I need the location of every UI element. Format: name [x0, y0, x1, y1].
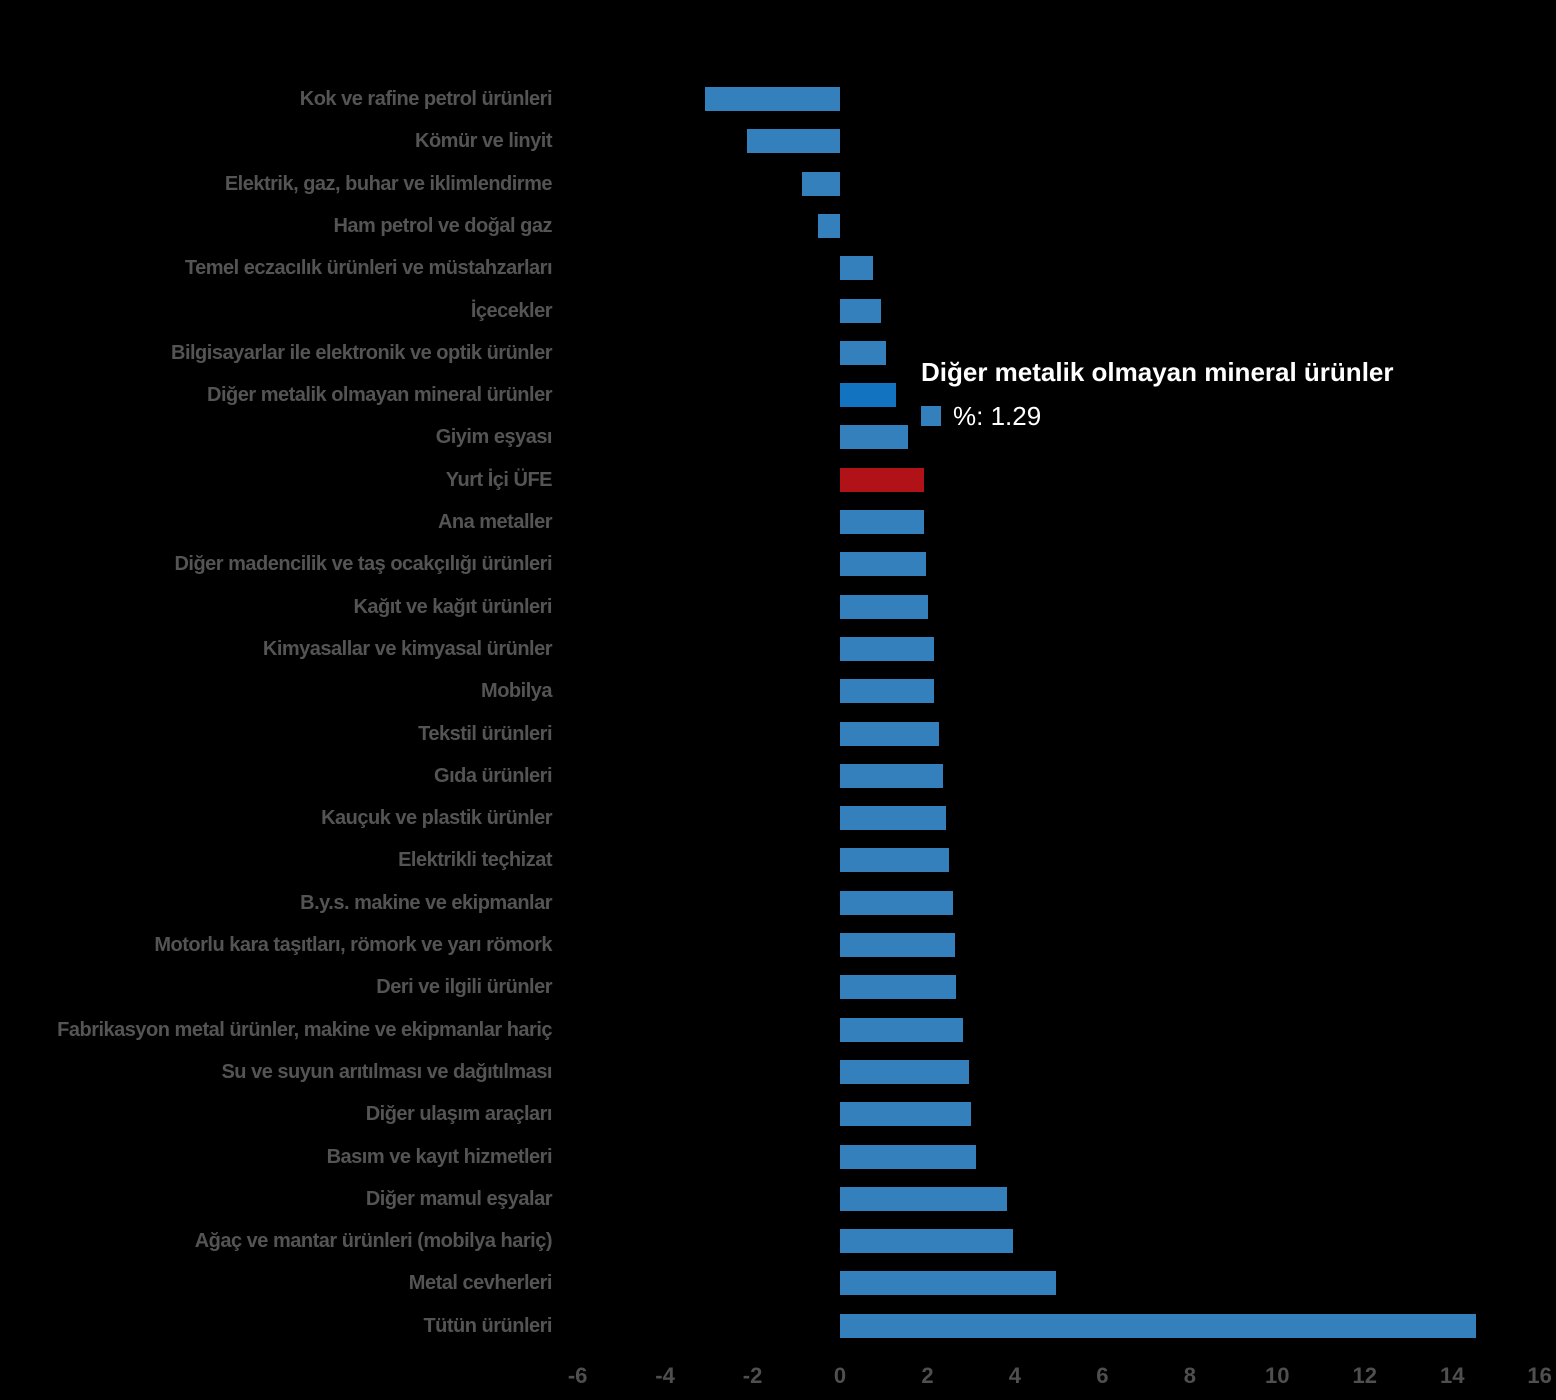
category-label: Deri ve ilgili ürünler — [376, 976, 552, 999]
bar[interactable] — [840, 890, 953, 915]
category-label: Kauçuk ve plastik ürünler — [321, 807, 552, 830]
bar[interactable] — [840, 975, 957, 1000]
category-label: Su ve suyun arıtılması ve dağıtılması — [221, 1060, 552, 1083]
category-label: Bilgisayarlar ile elektronik ve optik ür… — [171, 341, 553, 364]
category-label: Kimyasallar ve kimyasal ürünler — [262, 637, 553, 660]
bar[interactable] — [840, 1059, 970, 1084]
category-label: Temel eczacılık ürünleri ve müstahzarlar… — [184, 257, 553, 280]
category-label: Ana metaller — [437, 511, 553, 533]
series-swatch-icon — [921, 406, 941, 426]
bar[interactable] — [840, 933, 956, 957]
category-label: Kağıt ve kağıt ürünleri — [353, 595, 552, 618]
bar[interactable] — [705, 87, 840, 111]
category-label: Ağaç ve mantar ürünleri (mobilya hariç) — [194, 1230, 553, 1253]
category-label: Gıda ürünleri — [434, 764, 552, 787]
category-label: Elektrik, gaz, buhar ve iklimlendirme — [224, 172, 553, 195]
bar[interactable] — [840, 425, 908, 450]
bar[interactable] — [840, 763, 943, 788]
bar[interactable] — [840, 1271, 1057, 1296]
category-label: Tütün ürünleri — [423, 1314, 552, 1337]
bar[interactable] — [840, 1017, 964, 1042]
category-label: Diğer metalik olmayan mineral ürünler — [207, 384, 552, 407]
category-label: Metal cevherleri — [408, 1272, 553, 1295]
bar[interactable] — [840, 1102, 972, 1127]
x-tick-label: -4 — [655, 1363, 675, 1388]
bar[interactable] — [840, 298, 882, 323]
x-tick-label: 6 — [1096, 1363, 1109, 1388]
x-tick-label: 16 — [1527, 1363, 1552, 1388]
bar[interactable] — [840, 806, 946, 831]
tooltip-title: Diğer metalik olmayan mineral ürünler — [921, 357, 1394, 387]
bar[interactable] — [840, 1313, 1476, 1338]
x-tick-label: 4 — [1008, 1363, 1022, 1388]
tooltip-value: %: 1.29 — [953, 401, 1042, 431]
x-tick-label: 10 — [1265, 1363, 1290, 1388]
category-label: Kömür ve linyit — [415, 130, 552, 153]
bar[interactable] — [840, 340, 886, 365]
category-label: Motorlu kara taşıtları, römork ve yarı r… — [154, 934, 552, 956]
bar[interactable] — [840, 636, 934, 661]
category-label: Diğer ulaşım araçları — [365, 1103, 553, 1126]
tooltip-value-row: %: 1.29 — [921, 403, 1394, 429]
bar[interactable] — [840, 1186, 1008, 1211]
x-tick-label: -6 — [567, 1363, 588, 1388]
category-label: Diğer mamul eşyalar — [365, 1187, 553, 1210]
bar[interactable] — [840, 679, 935, 704]
bar[interactable] — [801, 171, 840, 196]
category-label: Basım ve kayıt hizmetleri — [326, 1145, 553, 1168]
bar[interactable] — [840, 467, 924, 492]
bar[interactable] — [840, 552, 926, 577]
bar[interactable] — [840, 510, 925, 534]
bar[interactable] — [840, 1144, 976, 1169]
category-label: Yurt İçi ÜFE — [445, 468, 553, 491]
x-tick-label: 14 — [1439, 1363, 1465, 1388]
bar[interactable] — [746, 129, 840, 154]
x-tick-label: 0 — [833, 1363, 847, 1388]
tooltip: Diğer metalik olmayan mineral ürünler %:… — [921, 357, 1394, 429]
category-label: Elektrikli teçhizat — [398, 849, 552, 872]
category-label: Kok ve rafine petrol ürünleri — [299, 88, 553, 110]
bar[interactable] — [840, 1229, 1014, 1254]
bar[interactable] — [840, 721, 940, 746]
bar[interactable] — [840, 256, 874, 281]
x-tick-label: 2 — [921, 1363, 934, 1388]
bar[interactable] — [840, 383, 897, 408]
x-tick-label: 8 — [1183, 1363, 1196, 1388]
category-label: B.y.s. makine ve ekipmanlar — [300, 891, 552, 914]
bar[interactable] — [840, 848, 950, 873]
bar[interactable] — [818, 213, 840, 238]
category-label: Tekstil ürünleri — [418, 722, 552, 745]
bar[interactable] — [840, 594, 928, 619]
category-label: Fabrikasyon metal ürünler, makine ve eki… — [57, 1018, 552, 1041]
category-label: Mobilya — [481, 680, 552, 703]
x-tick-label: -2 — [742, 1363, 763, 1388]
category-label: Diğer madencilik ve taş ocakçılığı ürünl… — [174, 553, 552, 576]
x-tick-label: 12 — [1352, 1363, 1377, 1388]
category-label: Ham petrol ve doğal gaz — [333, 214, 552, 237]
category-label: Giyim eşyası — [435, 426, 553, 449]
category-label: İçecekler — [470, 299, 553, 322]
